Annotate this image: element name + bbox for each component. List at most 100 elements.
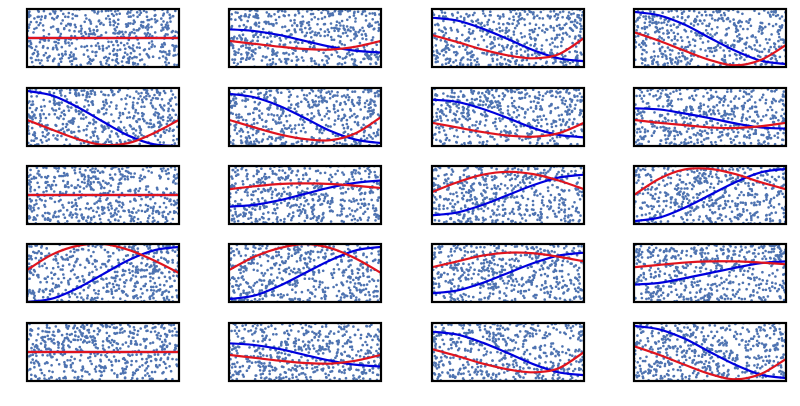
- scatter-dot: [62, 206, 65, 209]
- scatter-dot: [749, 141, 753, 145]
- scatter-dot: [95, 135, 99, 138]
- scatter-dot: [570, 110, 574, 114]
- scatter-dot: [371, 36, 375, 39]
- scatter-dot: [267, 13, 271, 16]
- scatter-dot: [270, 127, 273, 131]
- scatter-dot: [28, 100, 31, 103]
- scatter-dot: [699, 37, 702, 40]
- scatter-dot: [127, 22, 130, 25]
- scatter-dot: [121, 175, 125, 178]
- curve: [432, 121, 584, 138]
- scatter-dot: [718, 131, 722, 134]
- scatter-dot: [93, 93, 97, 96]
- scatter-dot: [122, 126, 126, 129]
- scatter-dot: [481, 91, 484, 95]
- scatter-dot: [477, 21, 480, 25]
- scatter-dot: [538, 115, 542, 118]
- scatter-dot: [51, 59, 55, 63]
- scatter-dot: [319, 94, 323, 98]
- scatter-dot: [511, 104, 514, 108]
- scatter-dot: [353, 120, 357, 124]
- scatter-dot: [283, 171, 287, 175]
- scatter-dot: [489, 102, 493, 106]
- scatter-dot: [530, 53, 534, 57]
- scatter-dot: [667, 36, 670, 39]
- scatter-dot: [70, 34, 73, 38]
- scatter-dot: [535, 47, 538, 51]
- scatter-dot: [313, 59, 316, 63]
- scatter-dot: [229, 43, 233, 47]
- scatter-dot: [372, 28, 376, 31]
- scatter-dot: [51, 25, 55, 28]
- scatter-dot: [126, 175, 129, 178]
- scatter-dot: [663, 128, 667, 132]
- scatter-dot: [715, 31, 718, 35]
- scatter-dot: [260, 118, 264, 122]
- scatter-dot: [462, 115, 466, 119]
- scatter-dot: [77, 93, 81, 97]
- scatter-dot: [47, 113, 51, 116]
- scatter-dot: [645, 102, 649, 105]
- scatter-dot: [346, 93, 349, 97]
- scatter-dot: [723, 55, 726, 58]
- scatter-dot: [333, 119, 337, 122]
- scatter-dot: [494, 89, 498, 93]
- scatter-dot: [439, 116, 442, 120]
- scatter-dot: [692, 118, 695, 122]
- scatter-dot: [748, 98, 751, 101]
- scatter-dot: [309, 12, 313, 16]
- scatter-dot: [771, 116, 775, 120]
- scatter-dot: [782, 90, 786, 93]
- scatter-dot: [59, 91, 62, 95]
- scatter-dot: [288, 114, 292, 117]
- scatter-dot: [170, 89, 173, 93]
- scatter-dot: [568, 61, 572, 65]
- scatter-dot: [324, 54, 328, 58]
- scatter-dot: [263, 96, 266, 99]
- scatter-dot: [85, 185, 88, 188]
- scatter-dot: [687, 127, 690, 131]
- scatter-dot: [315, 179, 319, 182]
- scatter-dot: [376, 198, 379, 202]
- scatter-dot: [299, 117, 302, 121]
- scatter-dot: [265, 11, 269, 14]
- scatter-dot: [778, 25, 782, 28]
- scatter-dot: [138, 125, 141, 128]
- scatter-dot: [689, 121, 692, 125]
- panel: [27, 166, 179, 224]
- scatter-dot: [362, 134, 366, 138]
- scatter-dot: [136, 112, 140, 115]
- scatter-dot: [97, 110, 101, 114]
- scatter-dot: [357, 202, 360, 206]
- scatter-dot: [124, 169, 128, 173]
- scatter-dot: [285, 119, 289, 123]
- scatter-dot: [294, 124, 297, 127]
- scatter-dot: [87, 207, 91, 211]
- scatter-dot: [730, 141, 733, 144]
- scatter-dot: [32, 51, 36, 55]
- scatter-dot: [254, 189, 257, 193]
- scatter-dot: [499, 119, 502, 123]
- scatter-dot: [517, 105, 521, 109]
- scatter-dot: [59, 198, 62, 202]
- scatter-dot: [447, 61, 451, 64]
- scatter-dot: [34, 116, 37, 120]
- scatter-dot: [516, 108, 519, 112]
- scatter-dot: [769, 117, 772, 120]
- scatter-dot: [327, 30, 331, 34]
- scatter-dot: [46, 46, 49, 50]
- scatter-dot: [665, 57, 668, 60]
- scatter-dot: [263, 172, 267, 176]
- scatter-dot: [257, 114, 261, 117]
- scatter-dot: [28, 183, 31, 186]
- scatter-dot: [521, 138, 524, 142]
- scatter-dot: [275, 89, 279, 92]
- scatter-dot: [246, 194, 249, 197]
- curve: [634, 31, 786, 67]
- scatter-dot: [307, 20, 311, 24]
- scatter-dot: [348, 116, 352, 119]
- scatter-dot: [532, 30, 536, 33]
- scatter-dot: [293, 107, 297, 111]
- scatter-dot: [348, 207, 351, 210]
- scatter-dot: [668, 103, 672, 107]
